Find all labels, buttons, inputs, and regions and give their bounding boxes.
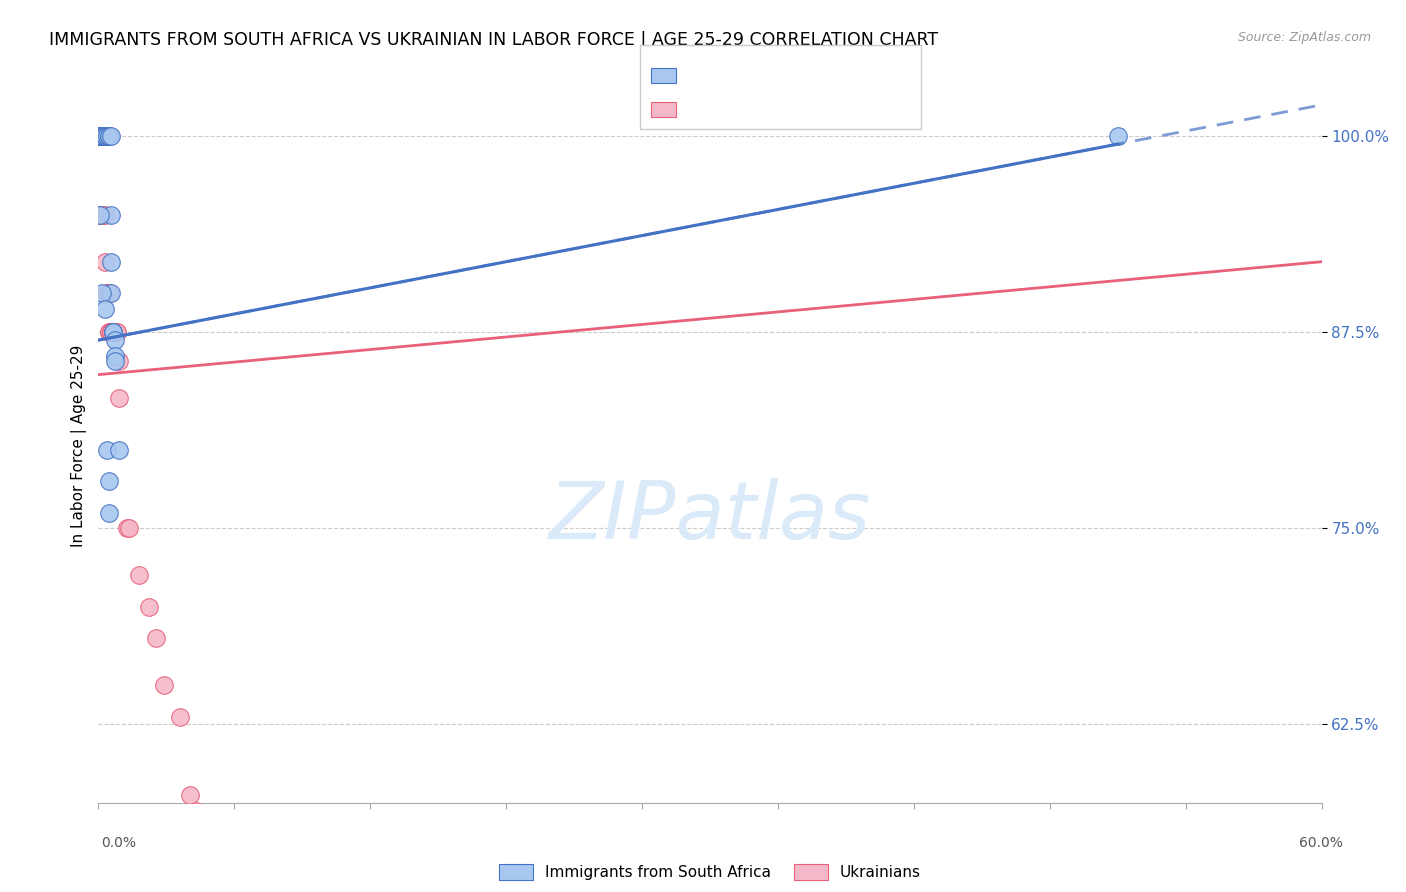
Point xyxy=(93,129,115,144)
Point xyxy=(89,129,111,144)
Point xyxy=(108,391,131,405)
Point xyxy=(186,804,208,818)
Point xyxy=(128,568,150,582)
Point xyxy=(97,326,120,340)
Point xyxy=(89,208,111,222)
Point xyxy=(145,631,167,645)
Point xyxy=(108,442,131,457)
Point xyxy=(100,208,122,222)
Point xyxy=(97,286,120,301)
Point xyxy=(93,129,115,144)
Text: R = 0.439   N = 31: R = 0.439 N = 31 xyxy=(685,55,841,70)
Point xyxy=(104,349,127,363)
Text: 0.0%: 0.0% xyxy=(101,836,136,850)
Point xyxy=(93,129,115,144)
Point xyxy=(101,326,124,340)
Text: R = 0.280   N = 46: R = 0.280 N = 46 xyxy=(685,95,841,110)
Point xyxy=(96,442,118,457)
Point xyxy=(97,475,120,489)
Point xyxy=(100,254,122,268)
Point xyxy=(89,208,111,222)
Text: Source: ZipAtlas.com: Source: ZipAtlas.com xyxy=(1237,31,1371,45)
Point xyxy=(89,129,111,144)
Point xyxy=(104,353,127,368)
Point xyxy=(91,129,114,144)
Point xyxy=(1107,129,1129,144)
Point xyxy=(93,129,115,144)
Point xyxy=(91,208,114,222)
Point xyxy=(93,254,115,268)
Point xyxy=(100,326,122,340)
Point xyxy=(96,129,118,144)
Point xyxy=(101,326,124,340)
Point xyxy=(93,129,115,144)
Point xyxy=(97,129,120,144)
Point xyxy=(104,333,127,347)
Point xyxy=(91,129,114,144)
Point xyxy=(93,301,115,316)
Point xyxy=(179,788,201,802)
Point xyxy=(101,326,124,340)
Point xyxy=(91,129,114,144)
Point xyxy=(87,208,110,222)
Point xyxy=(96,286,118,301)
Point xyxy=(87,129,110,144)
Point xyxy=(100,129,122,144)
Point xyxy=(100,286,122,301)
Point xyxy=(105,326,128,340)
Point xyxy=(101,326,124,340)
Point xyxy=(104,326,127,340)
Text: IMMIGRANTS FROM SOUTH AFRICA VS UKRAINIAN IN LABOR FORCE | AGE 25-29 CORRELATION: IMMIGRANTS FROM SOUTH AFRICA VS UKRAINIA… xyxy=(49,31,938,49)
Point xyxy=(138,599,160,614)
Text: ZIPatlas: ZIPatlas xyxy=(548,478,872,557)
Point xyxy=(96,129,118,144)
Point xyxy=(118,521,141,535)
Point xyxy=(89,129,111,144)
Point xyxy=(91,286,114,301)
Point xyxy=(96,286,118,301)
Point xyxy=(93,208,115,222)
Point xyxy=(96,129,118,144)
Point xyxy=(97,129,120,144)
Legend: Immigrants from South Africa, Ukrainians: Immigrants from South Africa, Ukrainians xyxy=(492,856,928,888)
Point xyxy=(115,521,138,535)
Point xyxy=(91,129,114,144)
Point xyxy=(100,326,122,340)
Point xyxy=(91,129,114,144)
Text: 60.0%: 60.0% xyxy=(1299,836,1343,850)
Point xyxy=(89,129,111,144)
Point xyxy=(93,129,115,144)
Y-axis label: In Labor Force | Age 25-29: In Labor Force | Age 25-29 xyxy=(72,345,87,547)
Point xyxy=(97,506,120,520)
Point xyxy=(89,129,111,144)
Point xyxy=(91,129,114,144)
Point xyxy=(89,129,111,144)
Point xyxy=(97,326,120,340)
Point xyxy=(152,678,174,692)
Point xyxy=(97,286,120,301)
Point xyxy=(100,326,122,340)
Point xyxy=(101,326,124,340)
Point xyxy=(104,326,127,340)
Point xyxy=(91,208,114,222)
Point xyxy=(104,326,127,340)
Point xyxy=(105,326,128,340)
Point xyxy=(87,129,110,144)
Point xyxy=(108,353,131,368)
Point xyxy=(169,709,191,723)
